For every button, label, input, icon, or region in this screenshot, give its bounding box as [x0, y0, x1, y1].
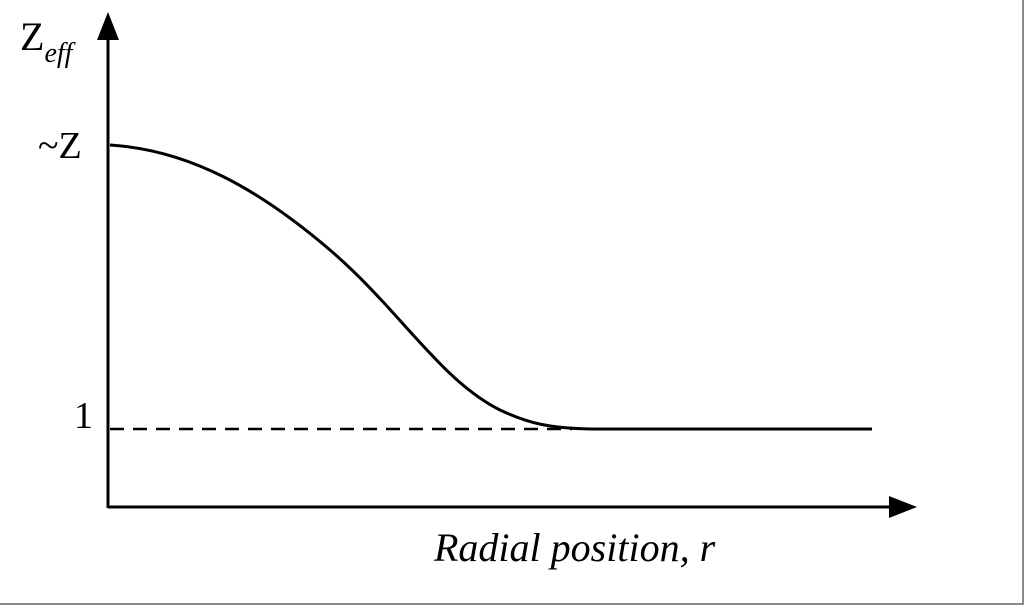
x-axis-label: Radial position, r [433, 525, 716, 570]
zeff-curve [109, 143, 872, 431]
y-axis-symbol: Z [20, 14, 44, 59]
y-tick-label-low: 1 [74, 395, 93, 437]
y-axis-arrowhead [97, 12, 119, 40]
y-tick-label-high: ~Z [38, 125, 82, 167]
x-axis-arrowhead [889, 496, 917, 518]
y-axis-subscript: eff [44, 38, 75, 69]
y-axis-label: Zeff [20, 14, 76, 69]
